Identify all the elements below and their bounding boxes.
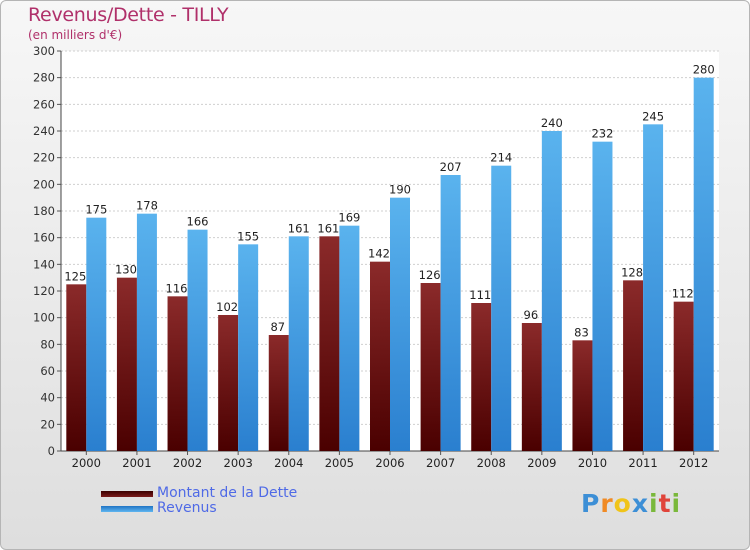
bar-revenus	[491, 165, 512, 451]
data-label-dette: 130	[115, 263, 137, 277]
y-tick-label: 60	[40, 364, 55, 378]
data-label-revenus: 245	[642, 109, 664, 123]
x-tick-label: 2011	[628, 456, 657, 470]
y-tick-label: 260	[33, 97, 55, 111]
x-tick-label: 2012	[679, 456, 708, 470]
proxiti-logo: Proxiti	[581, 489, 682, 518]
x-tick-label: 2002	[173, 456, 202, 470]
x-tick-label: 2006	[375, 456, 404, 470]
data-label-revenus: 207	[440, 160, 462, 174]
bar-revenus	[592, 141, 613, 451]
data-label-dette: 126	[419, 268, 441, 282]
x-tick-label: 2001	[122, 456, 151, 470]
bar-dette	[623, 280, 644, 451]
bar-dette	[116, 277, 137, 451]
bar-dette	[673, 301, 694, 451]
data-label-dette: 116	[166, 281, 188, 295]
bar-dette	[572, 340, 593, 451]
data-label-dette: 112	[672, 287, 694, 301]
data-label-dette: 111	[469, 288, 491, 302]
y-tick-label: 100	[33, 311, 55, 325]
bar-dette	[167, 296, 188, 451]
data-label-revenus: 190	[389, 183, 411, 197]
data-label-revenus: 240	[541, 116, 563, 130]
bar-revenus	[86, 217, 107, 451]
y-tick-label: 180	[33, 204, 55, 218]
bar-revenus	[339, 225, 360, 451]
data-label-dette: 96	[524, 308, 539, 322]
x-tick-label: 2003	[224, 456, 253, 470]
bar-revenus	[693, 77, 714, 452]
bar-revenus	[136, 213, 157, 451]
bar-dette	[66, 284, 87, 451]
data-label-dette: 83	[574, 325, 589, 339]
legend-swatch-dette	[101, 491, 153, 497]
x-tick-label: 2004	[274, 456, 303, 470]
y-tick-label: 240	[33, 124, 55, 138]
legend-label-dette: Montant de la Dette	[157, 485, 298, 501]
x-tick-label: 2009	[527, 456, 556, 470]
y-tick-label: 200	[33, 177, 55, 191]
y-tick-label: 140	[33, 257, 55, 271]
legend-label-revenus: Revenus	[157, 500, 217, 516]
bar-revenus	[390, 197, 410, 451]
chart-title: Revenus/Dette - TILLY	[28, 4, 229, 26]
data-label-revenus: 280	[693, 63, 715, 77]
data-label-dette: 161	[317, 221, 339, 235]
y-tick-label: 160	[33, 231, 55, 245]
bar-revenus	[288, 236, 309, 451]
y-tick-label: 280	[33, 71, 55, 85]
y-tick-label: 80	[40, 337, 55, 351]
data-label-dette: 102	[216, 300, 238, 314]
data-label-revenus: 175	[85, 203, 107, 217]
x-tick-label: 2000	[72, 456, 101, 470]
data-label-revenus: 178	[136, 199, 158, 213]
y-tick-label: 300	[33, 44, 55, 58]
y-tick-label: 20	[40, 417, 55, 431]
y-tick-label: 220	[33, 151, 55, 165]
data-label-dette: 125	[64, 269, 86, 283]
y-tick-label: 0	[48, 444, 55, 458]
data-label-dette: 128	[621, 265, 643, 279]
data-label-revenus: 214	[490, 151, 512, 165]
x-tick-label: 2005	[325, 456, 354, 470]
bar-dette	[268, 335, 289, 451]
data-label-revenus: 232	[591, 127, 613, 141]
x-tick-label: 2008	[477, 456, 506, 470]
chart-subtitle: (en milliers d'€)	[28, 28, 123, 42]
bar-dette	[218, 315, 239, 451]
bar-dette	[319, 236, 340, 451]
data-label-revenus: 169	[338, 211, 360, 225]
data-label-revenus: 161	[288, 221, 310, 235]
data-label-dette: 87	[270, 320, 285, 334]
legend-swatch-revenus	[101, 506, 153, 512]
bar-dette	[370, 261, 390, 451]
data-label-dette: 142	[368, 247, 390, 261]
x-tick-label: 2007	[426, 456, 455, 470]
bar-revenus	[440, 175, 461, 451]
bar-revenus	[238, 244, 259, 451]
bar-dette	[471, 303, 492, 451]
data-label-revenus: 155	[237, 229, 259, 243]
bar-revenus	[187, 229, 208, 451]
bar-revenus	[541, 131, 562, 451]
bar-revenus	[643, 124, 664, 451]
bar-dette	[521, 323, 542, 451]
bar-dette	[420, 283, 441, 451]
data-label-revenus: 166	[187, 215, 209, 229]
x-tick-label: 2010	[578, 456, 607, 470]
y-tick-label: 120	[33, 284, 55, 298]
y-tick-label: 40	[40, 391, 55, 405]
